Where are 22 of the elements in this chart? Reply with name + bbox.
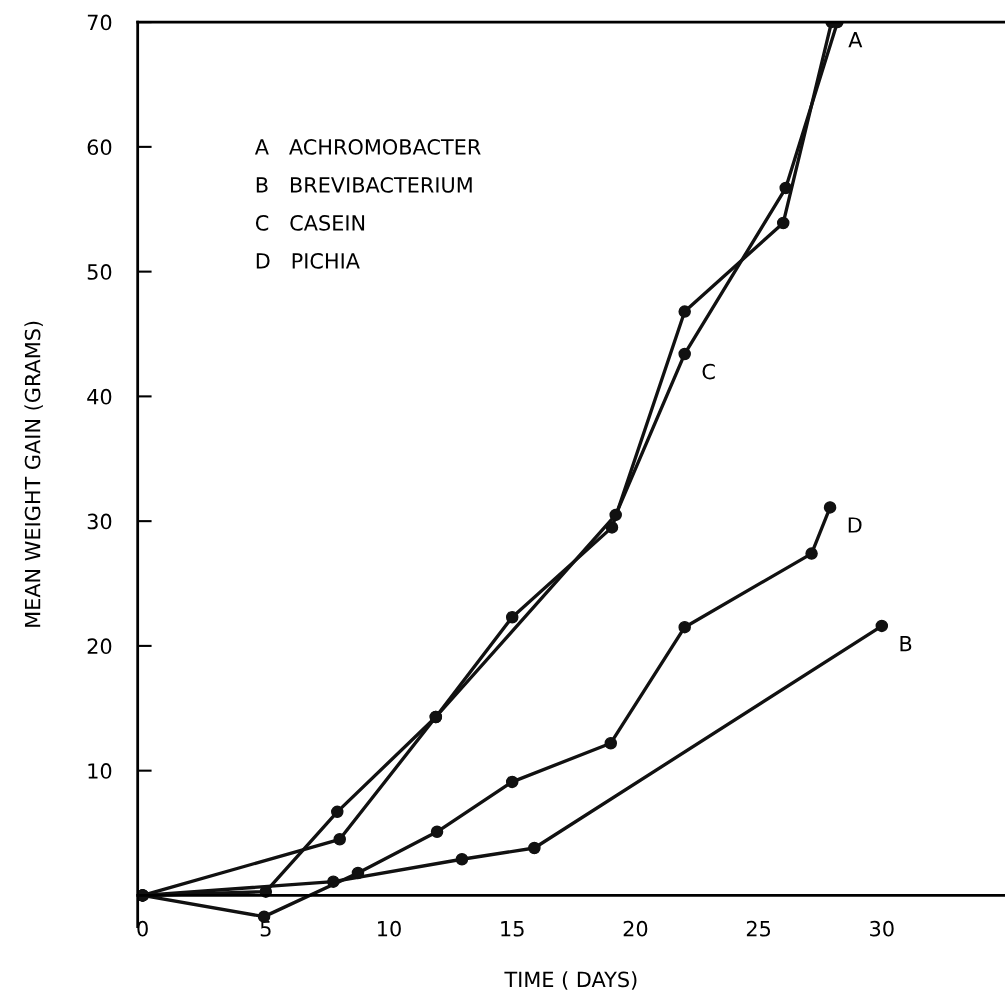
y-tick-label: 70 bbox=[87, 14, 112, 31]
annotation: B bbox=[900, 635, 912, 652]
annotation: A ACHROMOBACTER bbox=[254, 139, 481, 155]
x-tick-label: 20 bbox=[623, 920, 648, 937]
x-tick-label: 25 bbox=[746, 920, 771, 937]
annotation: C CASEIN bbox=[255, 215, 365, 231]
y-tick-label: 40 bbox=[87, 388, 112, 405]
x-axis-title: TIME ( DAYS) bbox=[504, 971, 637, 990]
annotation: B BREVIBACTERIUM bbox=[256, 177, 472, 193]
annotation: D PICHIA bbox=[256, 252, 360, 269]
x-tick-label: 15 bbox=[501, 921, 524, 937]
annotation: D bbox=[848, 517, 862, 533]
x-tick-label: 30 bbox=[870, 920, 894, 937]
annotation: A bbox=[848, 32, 863, 48]
y-tick-label: 60 bbox=[87, 139, 112, 156]
y-tick-label: 30 bbox=[87, 513, 112, 530]
y-tick-label: 10 bbox=[88, 763, 112, 779]
annotation: C bbox=[702, 363, 715, 380]
x-tick-label: 10 bbox=[378, 920, 401, 937]
y-tick-label: 20 bbox=[87, 638, 112, 655]
y-tick-label: 50 bbox=[87, 264, 112, 280]
y-axis-title: MEAN WEIGHT GAIN (GRAMS) bbox=[24, 321, 43, 627]
